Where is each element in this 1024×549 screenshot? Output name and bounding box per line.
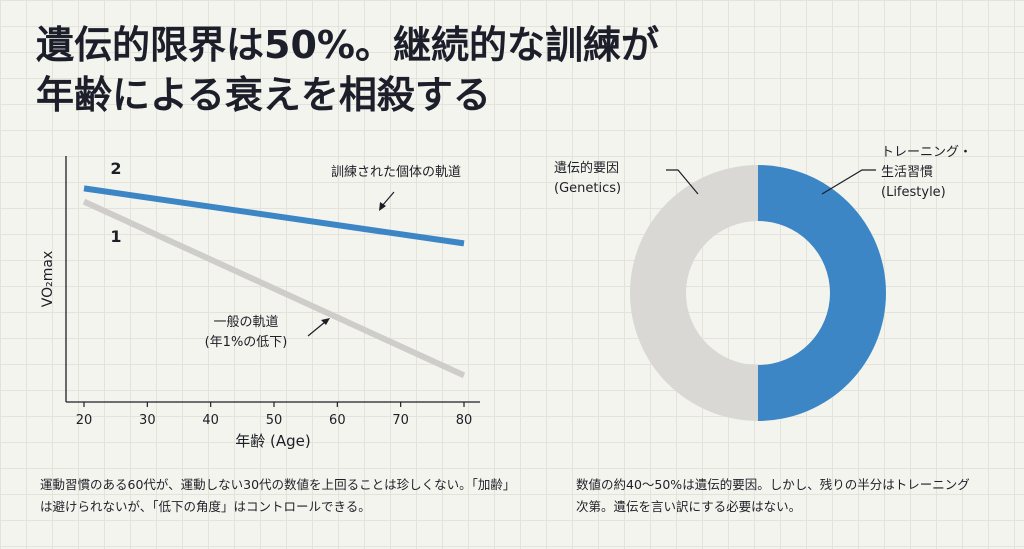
series-1-annotation-arrow [307, 321, 326, 337]
series-2-line [83, 185, 465, 247]
x-tick-label: 30 [139, 413, 156, 428]
series-2-annotation-arrow [381, 191, 395, 207]
headline-line-2: 年齢による衰えを相殺する [36, 73, 491, 117]
series-1-annotation-sub: (年1%の低下) [205, 335, 288, 350]
series-2-annotation: 訓練された個体の軌道 [331, 164, 461, 180]
series-1-arrowhead [321, 318, 330, 325]
genetics-lifestyle-donut-chart: 遺伝的要因 (Genetics) トレーニング・ 生活習慣 (Lifestyle… [554, 145, 972, 421]
x-tick-label: 70 [392, 413, 409, 428]
headline: 遺伝的限界は50%。継続的な訓練が 年齢による衰えを相殺する [36, 20, 736, 120]
lifestyle-leader-line [821, 169, 876, 195]
series-2-number: 2 [110, 159, 121, 178]
genetics-leader-line [666, 169, 699, 195]
series-1-line [82, 198, 466, 379]
caption-right: 数値の約40〜50%は遺伝的要因。しかし、残りの半分はトレーニング次第。遺伝を言… [576, 477, 970, 514]
x-tick-label: 40 [202, 413, 219, 428]
lifestyle-slice [758, 165, 886, 421]
x-tick-label: 60 [329, 413, 346, 428]
genetics-label-line-2: (Genetics) [554, 181, 621, 196]
vo2max-age-line-chart: 20 30 40 50 60 70 80 VO₂max 年齢 (Age) 2 1 訓練された… [40, 156, 480, 450]
x-axis-label: 年齢 (Age) [235, 432, 310, 450]
genetics-label-line-1: 遺伝的要因 [554, 160, 619, 176]
caption-left: 運動習慣のある60代が、運動しない30代の数値を上回ることは珍しくない。「加齢」… [40, 477, 510, 514]
lifestyle-label-line-3: (Lifestyle) [881, 185, 946, 200]
series-1-number: 1 [110, 227, 121, 246]
x-tick-label: 20 [76, 413, 93, 428]
x-tick-label: 50 [266, 413, 283, 428]
series-2-arrowhead [379, 202, 386, 211]
lifestyle-label-line-2: 生活習慣 [881, 164, 933, 180]
headline-line-1: 遺伝的限界は50%。継続的な訓練が [36, 23, 659, 67]
x-tick-label: 80 [456, 413, 473, 428]
series-1-annotation: 一般の軌道 [213, 314, 278, 330]
genetics-slice [630, 165, 758, 421]
lifestyle-label-line-1: トレーニング・ [881, 145, 972, 160]
y-axis-label: VO₂max [40, 251, 56, 307]
